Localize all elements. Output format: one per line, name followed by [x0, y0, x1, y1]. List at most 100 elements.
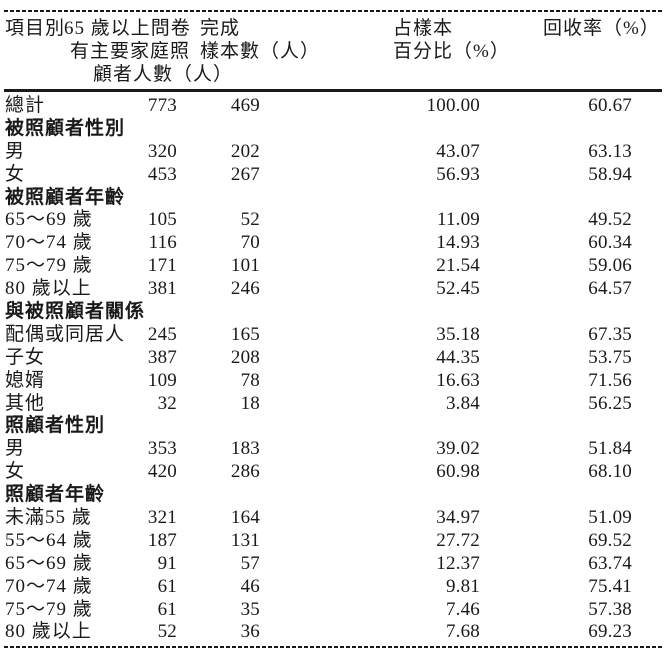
cell-sample-pct: 39.02 [436, 438, 480, 460]
cell-completed: 36 [240, 621, 260, 643]
cell-surveyed: 109 [147, 369, 177, 391]
cell-surveyed: 453 [147, 163, 177, 185]
table-row: 女 420 286 60.98 68.10 [0, 461, 669, 484]
cell-sample-pct: 35.18 [436, 323, 480, 345]
row-label: 其他 [5, 392, 46, 414]
cell-completed: 101 [230, 255, 260, 277]
cell-sample-pct: 11.09 [436, 209, 480, 231]
table-row: 未滿55 歲 321 164 34.97 51.09 [0, 507, 669, 530]
cell-response-rate: 69.52 [588, 529, 632, 551]
row-label: 媳婿 [5, 369, 46, 391]
cell-sample-pct: 43.07 [436, 140, 480, 162]
row-label: 女 [5, 163, 26, 185]
table-row: 65～69 歲 91 57 12.37 63.74 [0, 553, 669, 576]
cell-surveyed: 320 [147, 140, 177, 162]
cell-completed: 46 [240, 575, 260, 597]
cell-completed: 18 [240, 392, 260, 414]
cell-response-rate [482, 187, 634, 210]
cell-completed: 267 [230, 163, 260, 185]
cell-surveyed: 387 [147, 346, 177, 368]
cell-response-rate: 53.75 [588, 346, 632, 368]
cell-completed: 183 [230, 438, 260, 460]
cell-response-rate: 69.23 [588, 621, 632, 643]
row-label: 未滿55 歲 [5, 507, 92, 529]
cell-surveyed: 353 [147, 438, 177, 460]
table-row: 媳婿 109 78 16.63 71.56 [0, 370, 669, 393]
cell-completed [179, 118, 262, 141]
row-label: 男 [5, 140, 26, 162]
table-row: 男 353 183 39.02 51.84 [0, 438, 669, 461]
cell-surveyed: 245 [147, 323, 177, 345]
cell-sample-pct [242, 415, 462, 438]
table-row: 65～69 歲 105 52 11.09 49.52 [0, 209, 669, 232]
cell-surveyed: 420 [147, 461, 177, 483]
row-label: 與被照顧者關係 [5, 301, 146, 323]
header-sample-pct-line1: 占樣本 [393, 18, 454, 39]
cell-completed: 208 [230, 346, 260, 368]
row-label: 55～64 歲 [5, 529, 93, 551]
cell-response-rate [462, 484, 614, 507]
table-header: 項目別 65 歲以上問卷 有主要家庭照 顧者人數（人） 完成 樣本數（人） 占樣… [0, 0, 669, 92]
table-row: 80 歲以上 52 36 7.68 69.23 [0, 621, 669, 644]
cell-completed [199, 301, 282, 324]
cell-sample-pct: 52.45 [436, 278, 480, 300]
table-row: 男 320 202 43.07 63.13 [0, 141, 669, 164]
table-row: 75～79 歲 61 35 7.46 57.38 [0, 599, 669, 622]
top-dashed-rule [4, 10, 662, 12]
table-row: 被照顧者性別 [0, 118, 669, 141]
row-label: 65～69 歲 [5, 209, 93, 231]
table-row: 70～74 歲 61 46 9.81 75.41 [0, 576, 669, 599]
cell-surveyed [145, 301, 199, 324]
table-row: 55～64 歲 187 131 27.72 69.52 [0, 530, 669, 553]
header-surveyed-line2: 有主要家庭照 [70, 41, 191, 62]
row-label: 70～74 歲 [5, 575, 93, 597]
bottom-dashed-rule [4, 646, 662, 648]
cell-completed: 78 [240, 369, 260, 391]
cell-completed: 165 [230, 323, 260, 345]
cell-sample-pct: 12.37 [436, 552, 480, 574]
cell-surveyed: 32 [157, 392, 177, 414]
row-label: 配偶或同居人 [5, 323, 126, 345]
header-surveyed-line3: 顧者人數（人） [93, 64, 234, 85]
table-row: 子女 387 208 44.35 53.75 [0, 347, 669, 370]
cell-sample-pct: 21.54 [436, 255, 480, 277]
cell-response-rate: 64.57 [588, 278, 632, 300]
row-label: 75～79 歲 [5, 255, 93, 277]
row-label: 照顧者性別 [5, 415, 106, 437]
row-label: 男 [5, 438, 26, 460]
cell-sample-pct: 14.93 [436, 232, 480, 254]
cell-response-rate: 75.41 [588, 575, 632, 597]
cell-completed: 469 [230, 95, 260, 116]
cell-completed [179, 187, 262, 210]
cell-response-rate: 58.94 [588, 163, 632, 185]
table-row: 女 453 267 56.93 58.94 [0, 164, 669, 187]
cell-completed: 131 [230, 529, 260, 551]
cell-response-rate: 68.10 [588, 461, 632, 483]
row-label: 80 歲以上 [5, 278, 92, 300]
header-item-category: 項目別 [5, 18, 66, 39]
cell-surveyed: 52 [157, 621, 177, 643]
cell-completed: 202 [230, 140, 260, 162]
cell-response-rate [482, 118, 634, 141]
cell-surveyed: 105 [147, 209, 177, 231]
cell-response-rate: 63.74 [588, 552, 632, 574]
cell-response-rate: 57.38 [588, 598, 632, 620]
cell-surveyed: 116 [148, 232, 177, 254]
table-row: 與被照顧者關係 [0, 301, 669, 324]
cell-sample-pct [282, 301, 502, 324]
cell-sample-pct: 7.68 [445, 621, 480, 643]
cell-sample-pct: 60.98 [436, 461, 480, 483]
cell-response-rate: 60.34 [588, 232, 632, 254]
cell-sample-pct [242, 484, 462, 507]
cell-surveyed: 91 [157, 552, 177, 574]
cell-surveyed: 171 [147, 255, 177, 277]
row-label: 總計 [5, 95, 46, 116]
cell-sample-pct: 3.84 [445, 392, 480, 414]
row-label: 70～74 歲 [5, 232, 93, 254]
header-completed-line2: 樣本數（人） [200, 41, 321, 62]
cell-response-rate [502, 301, 654, 324]
cell-sample-pct: 56.93 [436, 163, 480, 185]
header-response-rate: 回收率（%） [543, 18, 660, 39]
cell-surveyed [105, 415, 159, 438]
table-row: 70～74 歲 116 70 14.93 60.34 [0, 232, 669, 255]
